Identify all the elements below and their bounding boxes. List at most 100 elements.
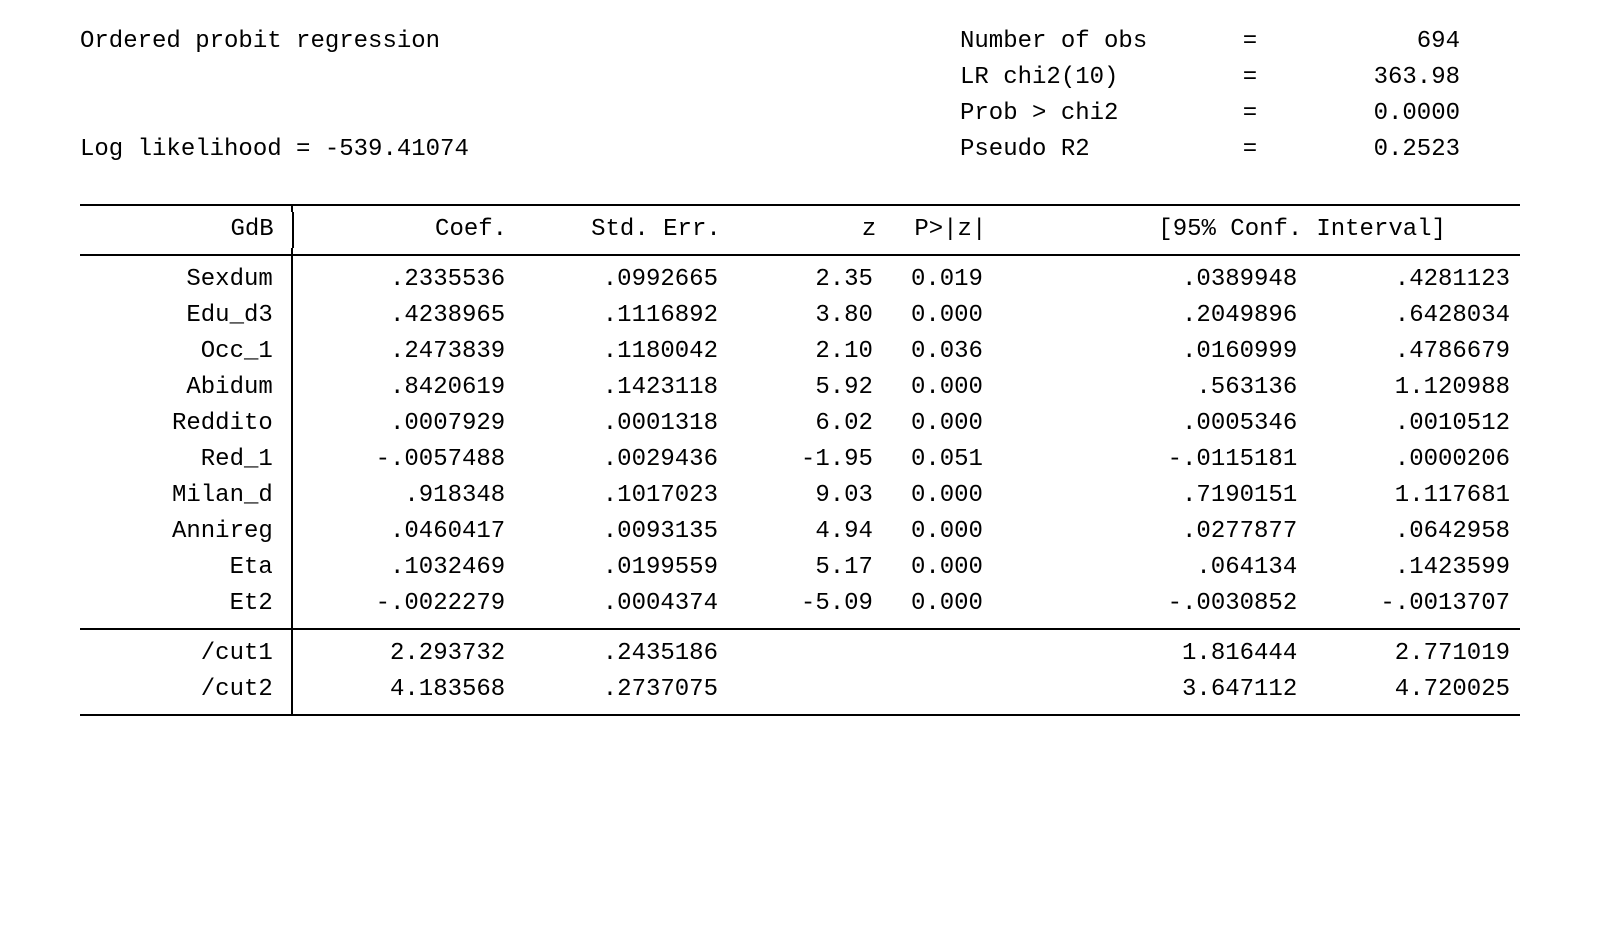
col-z: z	[731, 212, 887, 248]
cell-coef: -.0022279	[293, 586, 515, 622]
table-row: Sexdum.2335536.09926652.350.019.0389948.…	[80, 262, 1520, 298]
cell-coef: 2.293732	[293, 636, 515, 672]
cell-ci-hi: 1.120988	[1307, 370, 1520, 406]
cell-ci-hi: -.0013707	[1307, 586, 1520, 622]
table-header-row: GdB Coef. Std. Err. z P>|z| [95% Conf. I…	[80, 212, 1520, 248]
cell-ci-hi: .1423599	[1307, 550, 1520, 586]
var-name: Occ_1	[80, 334, 293, 370]
stata-output: Ordered probit regression Log likelihood…	[0, 0, 1600, 740]
var-name: Edu_d3	[80, 298, 293, 334]
cell-pvalue: 0.000	[883, 586, 1056, 622]
cell-ci-hi: 1.117681	[1307, 478, 1520, 514]
cell-pvalue: 0.000	[883, 370, 1056, 406]
log-likelihood: Log likelihood = -539.41074	[80, 132, 920, 168]
cell-z: 5.92	[728, 370, 883, 406]
stat-row-lrchi2: LR chi2(10) = 363.98	[960, 60, 1520, 96]
stat-value: 363.98	[1280, 60, 1460, 96]
regression-title: Ordered probit regression	[80, 24, 920, 60]
cell-pvalue: 0.019	[883, 262, 1056, 298]
stat-eq: =	[1220, 60, 1280, 96]
cell-ci-hi: .6428034	[1307, 298, 1520, 334]
cell-ci-lo: .0005346	[1056, 406, 1307, 442]
cell-stderr: .0004374	[515, 586, 728, 622]
col-ci-hi: Interval]	[1312, 212, 1520, 248]
cell-stderr: .0029436	[515, 442, 728, 478]
var-name: Abidum	[80, 370, 293, 406]
cell-ci-lo: .2049896	[1056, 298, 1307, 334]
cell-ci-hi: .4786679	[1307, 334, 1520, 370]
cell-z	[728, 672, 883, 708]
cell-z: 2.10	[728, 334, 883, 370]
cell-coef: 4.183568	[293, 672, 515, 708]
table-row: Abidum.8420619.14231185.920.000.5631361.…	[80, 370, 1520, 406]
var-name: Et2	[80, 586, 293, 622]
cell-ci-lo: .064134	[1056, 550, 1307, 586]
var-name: Sexdum	[80, 262, 293, 298]
var-name: Reddito	[80, 406, 293, 442]
cell-coef: -.0057488	[293, 442, 515, 478]
cell-z: -1.95	[728, 442, 883, 478]
col-stderr: Std. Err.	[517, 212, 731, 248]
cell-stderr: .1180042	[515, 334, 728, 370]
table-row: /cut12.293732.24351861.8164442.771019	[80, 636, 1520, 672]
table-row: Occ_1.2473839.11800422.100.036.0160999.4…	[80, 334, 1520, 370]
stat-value: 0.2523	[1280, 132, 1460, 168]
regression-header: Ordered probit regression Log likelihood…	[80, 24, 1520, 168]
stat-eq: =	[1220, 132, 1280, 168]
cell-coef: .918348	[293, 478, 515, 514]
cell-z: 4.94	[728, 514, 883, 550]
cell-ci-lo: 1.816444	[1056, 636, 1307, 672]
col-coef: Coef.	[294, 212, 517, 248]
coefficients-table: GdB Coef. Std. Err. z P>|z| [95% Conf. I…	[80, 204, 1520, 716]
var-name: /cut2	[80, 672, 293, 708]
cell-coef: .2335536	[293, 262, 515, 298]
var-name: Red_1	[80, 442, 293, 478]
cell-coef: .0460417	[293, 514, 515, 550]
col-depvar: GdB	[80, 212, 294, 248]
table-bottom-rule	[80, 714, 1520, 716]
cell-ci-hi: .0000206	[1307, 442, 1520, 478]
cell-stderr: .1017023	[515, 478, 728, 514]
cell-pvalue: 0.036	[883, 334, 1056, 370]
cell-ci-lo: .7190151	[1056, 478, 1307, 514]
cell-pvalue: 0.051	[883, 442, 1056, 478]
col-pvalue: P>|z|	[886, 212, 1060, 248]
cell-stderr: .2737075	[515, 672, 728, 708]
cell-pvalue	[883, 672, 1056, 708]
cell-pvalue: 0.000	[883, 298, 1056, 334]
cell-ci-hi: .0010512	[1307, 406, 1520, 442]
stat-label: Prob > chi2	[960, 96, 1220, 132]
cell-ci-hi: .4281123	[1307, 262, 1520, 298]
cell-stderr: .0093135	[515, 514, 728, 550]
cell-ci-lo: .563136	[1056, 370, 1307, 406]
cell-coef: .4238965	[293, 298, 515, 334]
cell-z: -5.09	[728, 586, 883, 622]
cell-ci-lo: .0389948	[1056, 262, 1307, 298]
cell-stderr: .1116892	[515, 298, 728, 334]
table-row: Edu_d3.4238965.11168923.800.000.2049896.…	[80, 298, 1520, 334]
stat-row-probchi2: Prob > chi2 = 0.0000	[960, 96, 1520, 132]
cell-z: 5.17	[728, 550, 883, 586]
cell-ci-lo: .0277877	[1056, 514, 1307, 550]
cell-z: 6.02	[728, 406, 883, 442]
stat-eq: =	[1220, 96, 1280, 132]
stat-label: Number of obs	[960, 24, 1220, 60]
table-row: Eta.1032469.01995595.170.000.064134.1423…	[80, 550, 1520, 586]
table-row: Milan_d.918348.10170239.030.000.71901511…	[80, 478, 1520, 514]
cell-pvalue: 0.000	[883, 478, 1056, 514]
var-name: Milan_d	[80, 478, 293, 514]
stat-row-pseudor2: Pseudo R2 = 0.2523	[960, 132, 1520, 168]
stat-row-nobs: Number of obs = 694	[960, 24, 1520, 60]
table-row: Reddito.0007929.00013186.020.000.0005346…	[80, 406, 1520, 442]
table-row: /cut24.183568.27370753.6471124.720025	[80, 672, 1520, 708]
cell-stderr: .1423118	[515, 370, 728, 406]
table-row: Et2-.0022279.0004374-5.090.000-.0030852-…	[80, 586, 1520, 622]
cell-ci-lo: -.0115181	[1056, 442, 1307, 478]
var-name: Eta	[80, 550, 293, 586]
col-ci-lo: [95% Conf.	[1060, 212, 1312, 248]
cell-coef: .1032469	[293, 550, 515, 586]
cell-z	[728, 636, 883, 672]
cell-pvalue: 0.000	[883, 406, 1056, 442]
cell-coef: .2473839	[293, 334, 515, 370]
cell-coef: .8420619	[293, 370, 515, 406]
